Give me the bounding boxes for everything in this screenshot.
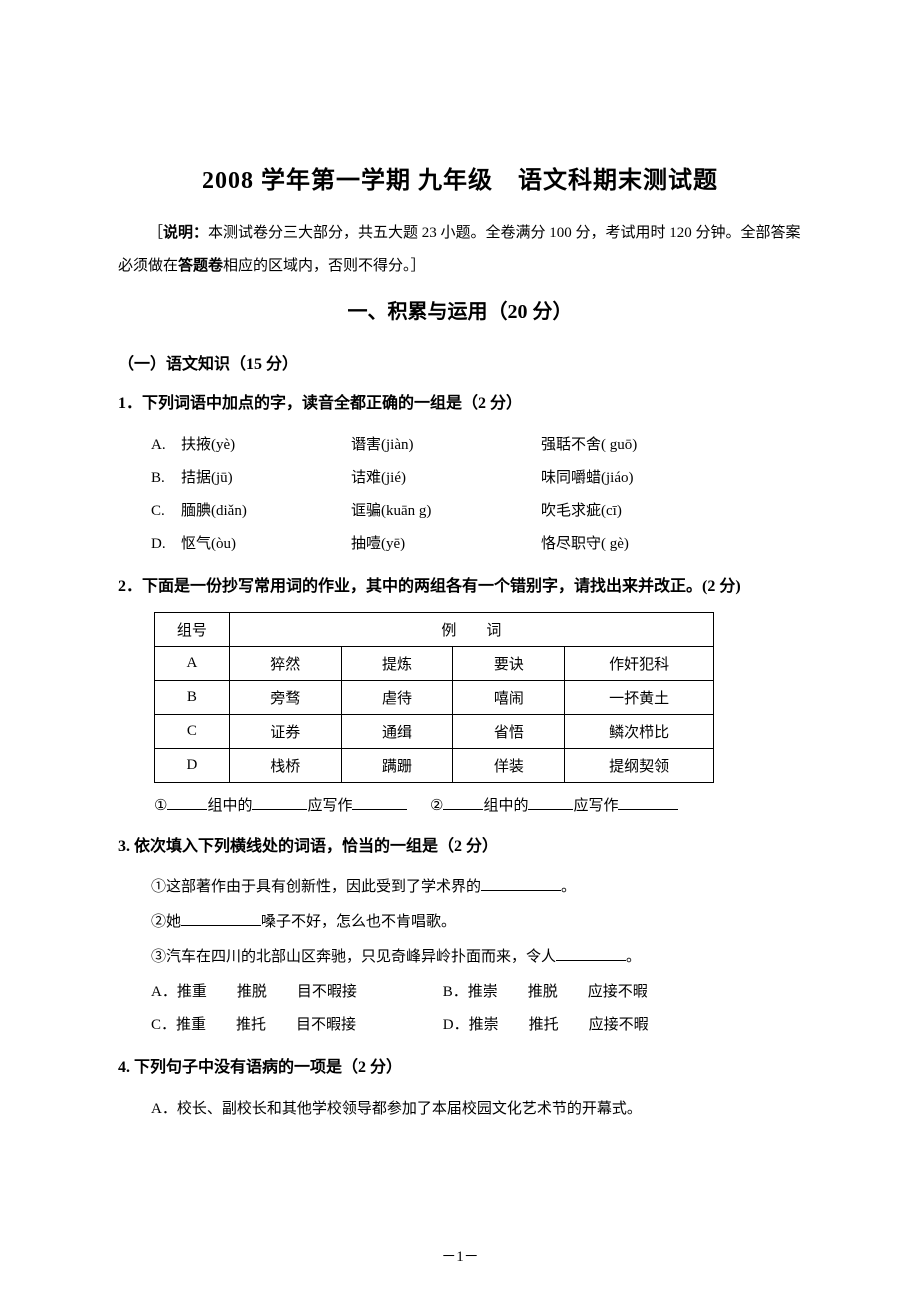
q3-s2-a: ②她	[151, 914, 181, 930]
blank	[352, 794, 407, 810]
q3-s3-a: ③汽车在四川的北部山区奔驰，只见奇峰异岭扑面而来，令人	[151, 949, 556, 965]
cell-group: B	[155, 680, 230, 714]
cell-word: 猝然	[229, 646, 341, 680]
fill-1-b: 组中的	[207, 798, 252, 814]
q3-s1-b: 。	[561, 879, 576, 895]
table-row: 组号 例 词	[155, 612, 714, 646]
q1-c-c1: 腼腆(diǎn)	[181, 495, 351, 528]
q3-opt-b: B．推崇 推脱 应接不暇	[443, 976, 648, 1009]
q4-opt-a: A．校长、副校长和其他学校领导都参加了本届校园文化艺术节的开幕式。	[118, 1093, 802, 1126]
th-words: 例 词	[229, 612, 713, 646]
cell-word: 作奸犯科	[565, 646, 714, 680]
blank	[252, 794, 307, 810]
q3-s1-a: ①这部著作由于具有创新性，因此受到了学术界的	[151, 879, 481, 895]
fill-2-a: ②	[430, 798, 443, 814]
table-row: C 证券 通缉 省悟 鳞次栉比	[155, 714, 714, 748]
cell-word: 省悟	[453, 714, 565, 748]
blank	[443, 794, 483, 810]
q3-s3: ③汽车在四川的北部山区奔驰，只见奇峰异岭扑面而来，令人 。	[118, 941, 802, 974]
q3-opt-d: D．推崇 推托 应接不暇	[443, 1009, 649, 1042]
q2-table: 组号 例 词 A 猝然 提炼 要诀 作奸犯科 B 旁骛 虐待 嘻闹 一抔黄土 C…	[154, 612, 714, 783]
fill-2-b: 组中的	[483, 798, 528, 814]
blank	[481, 875, 561, 891]
cell-word: 鳞次栉比	[565, 714, 714, 748]
q1-c-label: C.	[151, 495, 181, 528]
page: 2008 学年第一学期 九年级 语文科期末测试题 ［说明：本测试卷分三大部分，共…	[0, 0, 920, 1302]
cell-word: 证券	[229, 714, 341, 748]
q2-fill-line: ① 组中的 应写作 ② 组中的 应写作	[118, 791, 802, 821]
q3-options-row1: A．推重 推脱 目不暇接 B．推崇 推脱 应接不暇	[118, 976, 802, 1009]
blank	[181, 910, 261, 926]
table-row: A 猝然 提炼 要诀 作奸犯科	[155, 646, 714, 680]
blank	[167, 794, 207, 810]
q1-b-c3: 味同嚼蜡(jiáo)	[541, 462, 802, 495]
q1-a-label: A.	[151, 429, 181, 462]
q2-stem: 2．下面是一份抄写常用词的作业，其中的两组各有一个错别字，请找出来并改正。(2 …	[118, 573, 802, 602]
q1-c-c2: 诓骗(kuān g)	[351, 495, 541, 528]
blank	[556, 945, 626, 961]
exam-title: 2008 学年第一学期 九年级 语文科期末测试题	[118, 160, 802, 195]
q3-s2: ②她 嗓子不好，怎么也不肯唱歌。	[118, 906, 802, 939]
q4-stem: 4. 下列句子中没有语病的一项是（2 分）	[118, 1054, 802, 1083]
q1-option-a: A. 扶掖(yè) 谮害(jiàn) 强聒不舍( guō)	[118, 429, 802, 462]
fill-1-c: 应写作	[307, 798, 352, 814]
cell-word: 提纲契领	[565, 748, 714, 782]
q1-option-c: C. 腼腆(diǎn) 诓骗(kuān g) 吹毛求疵(cī)	[118, 495, 802, 528]
exam-instruction: ［说明：本测试卷分三大部分，共五大题 23 小题。全卷满分 100 分，考试用时…	[118, 217, 802, 283]
blank	[528, 794, 573, 810]
table-row: B 旁骛 虐待 嘻闹 一抔黄土	[155, 680, 714, 714]
q1-option-d: D. 怄气(òu) 抽噎(yē) 恪尽职守( gè)	[118, 528, 802, 561]
q3-opt-c: C．推重 推托 目不暇接	[151, 1009, 421, 1042]
q3-s3-b: 。	[626, 949, 641, 965]
cell-word: 佯装	[453, 748, 565, 782]
th-group: 组号	[155, 612, 230, 646]
q1-d-c2: 抽噎(yē)	[351, 528, 541, 561]
q3-opt-a: A．推重 推脱 目不暇接	[151, 976, 421, 1009]
cell-word: 要诀	[453, 646, 565, 680]
table-row: D 栈桥 蹒跚 佯装 提纲契领	[155, 748, 714, 782]
cell-word: 蹒跚	[341, 748, 453, 782]
cell-group: C	[155, 714, 230, 748]
subsection-1-title: （一）语文知识（15 分）	[118, 350, 802, 374]
cell-word: 一抔黄土	[565, 680, 714, 714]
q1-d-c3: 恪尽职守( gè)	[541, 528, 802, 561]
instruction-label: 说明：	[163, 225, 208, 241]
cell-group: D	[155, 748, 230, 782]
instruction-body-after: 相应的区域内，否则不得分。］	[223, 258, 426, 274]
q1-option-b: B. 拮据(jū) 诘难(jié) 味同嚼蜡(jiáo)	[118, 462, 802, 495]
instruction-bold-word: 答题卷	[178, 258, 223, 274]
blank	[618, 794, 678, 810]
q1-d-c1: 怄气(òu)	[181, 528, 351, 561]
bracket-open: ［	[148, 225, 163, 241]
cell-word: 旁骛	[229, 680, 341, 714]
q1-b-label: B.	[151, 462, 181, 495]
fill-1-a: ①	[154, 798, 167, 814]
cell-word: 通缉	[341, 714, 453, 748]
q1-d-label: D.	[151, 528, 181, 561]
q1-b-c2: 诘难(jié)	[351, 462, 541, 495]
q3-stem: 3. 依次填入下列横线处的词语，恰当的一组是（2 分）	[118, 833, 802, 862]
q3-options-row2: C．推重 推托 目不暇接 D．推崇 推托 应接不暇	[118, 1009, 802, 1042]
q3-s2-b: 嗓子不好，怎么也不肯唱歌。	[261, 914, 456, 930]
cell-group: A	[155, 646, 230, 680]
q1-a-c1: 扶掖(yè)	[181, 429, 351, 462]
cell-word: 提炼	[341, 646, 453, 680]
q1-stem: 1．下列词语中加点的字，读音全都正确的一组是（2 分）	[118, 390, 802, 419]
q1-b-c1: 拮据(jū)	[181, 462, 351, 495]
q1-a-c2: 谮害(jiàn)	[351, 429, 541, 462]
cell-word: 嘻闹	[453, 680, 565, 714]
q1-c-c3: 吹毛求疵(cī)	[541, 495, 802, 528]
page-number: －1－	[0, 1245, 920, 1266]
q3-s1: ①这部著作由于具有创新性，因此受到了学术界的 。	[118, 871, 802, 904]
q1-a-c3: 强聒不舍( guō)	[541, 429, 802, 462]
cell-word: 栈桥	[229, 748, 341, 782]
fill-2-c: 应写作	[573, 798, 618, 814]
section-1-title: 一、积累与运用（20 分）	[118, 295, 802, 324]
cell-word: 虐待	[341, 680, 453, 714]
q2-table-wrap: 组号 例 词 A 猝然 提炼 要诀 作奸犯科 B 旁骛 虐待 嘻闹 一抔黄土 C…	[118, 612, 802, 783]
